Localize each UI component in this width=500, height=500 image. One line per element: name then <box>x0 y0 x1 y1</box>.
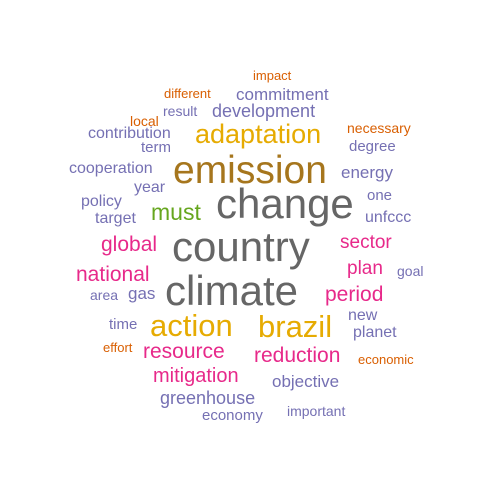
word-one: one <box>367 187 393 204</box>
word-planet: planet <box>353 324 397 341</box>
word-country: country <box>172 223 310 270</box>
word-adaptation: adaptation <box>195 119 322 149</box>
word-target: target <box>95 210 136 227</box>
word-year: year <box>134 179 166 196</box>
word-new: new <box>348 307 378 324</box>
word-development: development <box>212 101 316 121</box>
word-economic: economic <box>358 352 414 367</box>
word-effort: effort <box>103 340 133 355</box>
word-plan: plan <box>347 258 383 279</box>
word-different: different <box>164 86 211 101</box>
word-term: term <box>141 139 171 156</box>
word-necessary: necessary <box>347 120 411 136</box>
word-goal: goal <box>397 263 424 279</box>
word-policy: policy <box>81 193 122 210</box>
word-mitigation: mitigation <box>153 365 239 387</box>
word-area: area <box>90 287 119 303</box>
word-impact: impact <box>253 68 292 83</box>
word-change: change <box>216 180 354 227</box>
word-period: period <box>325 283 384 306</box>
word-important: important <box>287 403 346 419</box>
word-result: result <box>163 103 198 119</box>
word-greenhouse: greenhouse <box>160 388 256 408</box>
word-economy: economy <box>202 407 263 424</box>
word-national: national <box>76 263 150 286</box>
word-sector: sector <box>340 232 392 253</box>
word-local: local <box>130 113 159 129</box>
word-reduction: reduction <box>254 344 341 367</box>
word-must: must <box>151 199 201 225</box>
word-climate: climate <box>165 267 299 314</box>
word-energy: energy <box>341 163 393 182</box>
word-resource: resource <box>143 340 225 363</box>
word-action: action <box>150 308 233 343</box>
word-emission: emission <box>173 149 327 192</box>
word-gas: gas <box>128 284 156 303</box>
word-commitment: commitment <box>236 85 329 104</box>
word-brazil: brazil <box>258 309 333 344</box>
word-global: global <box>101 233 158 256</box>
word-time: time <box>109 316 138 333</box>
word-cooperation: cooperation <box>69 160 153 177</box>
word-objective: objective <box>272 372 340 391</box>
word-contribution: contribution <box>88 125 171 142</box>
word-unfccc: unfccc <box>365 209 412 226</box>
word-degree: degree <box>349 138 396 155</box>
